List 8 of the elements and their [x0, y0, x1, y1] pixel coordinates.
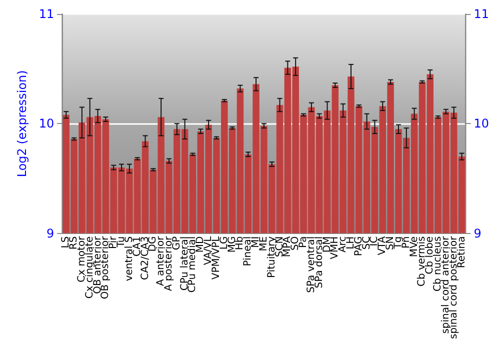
y-tick-label: 9 — [46, 226, 54, 240]
y-axis-title: Log2 (expression) — [15, 70, 29, 178]
x-tick-label: Pituitary — [266, 236, 278, 278]
y-tick-label: 10 — [38, 116, 54, 131]
y2-tick-label: 9 — [474, 226, 482, 240]
y2-tick-label: 11 — [474, 7, 490, 21]
y-tick-label: 11 — [38, 7, 54, 21]
y2-tick-label: 10 — [474, 116, 490, 131]
